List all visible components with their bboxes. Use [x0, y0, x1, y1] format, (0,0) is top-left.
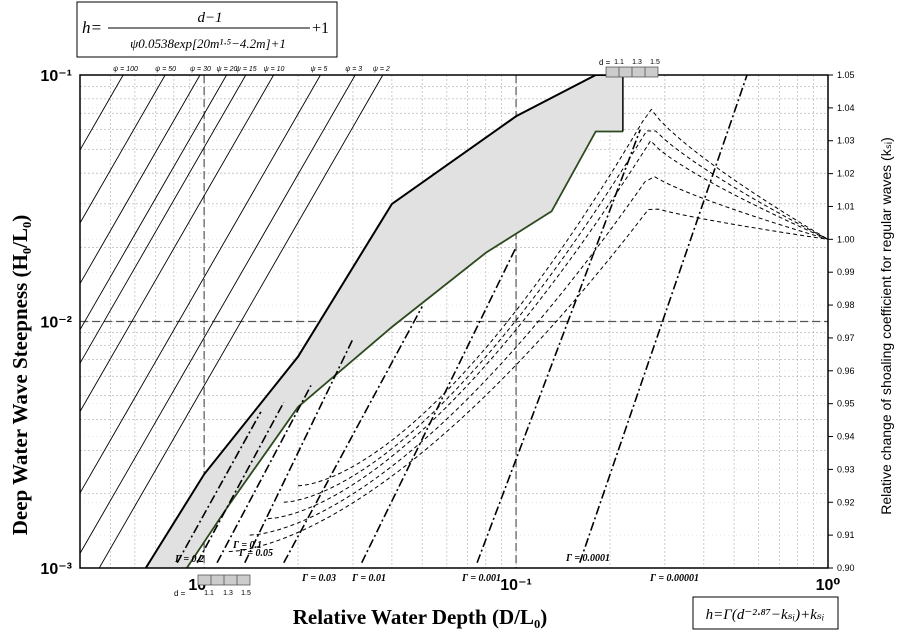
psi-label-0: ψ = 100: [113, 66, 138, 73]
gamma-label-7: Γ = 0.00001: [649, 573, 699, 584]
d-scale-bottom: d = 1.1 1.3 1.5: [174, 574, 251, 598]
gamma-label-2: Γ = 0.05: [238, 548, 273, 559]
y2-tick-label-0: 0.90: [837, 563, 855, 573]
psi-line-4: [80, 75, 247, 365]
psi-label-3: ψ = 20: [217, 66, 238, 73]
gamma-line-0: [176, 411, 262, 564]
y2-tick-label-8: 0.98: [837, 300, 855, 310]
y2-tick-label-5: 0.95: [837, 399, 855, 409]
psi-label-8: ψ = 2: [373, 66, 390, 73]
psi-lines: [80, 75, 384, 568]
psi-line-3: [80, 75, 227, 331]
d-scale-top-tick-0: 1.1: [614, 59, 624, 66]
psi-label-1: ψ = 50: [155, 66, 176, 73]
gamma-label-4: Γ = 0.01: [351, 573, 386, 584]
axes: [79, 74, 833, 569]
envelope-lower-line: [186, 130, 623, 568]
psi-label-7: ψ = 3: [345, 66, 362, 73]
d-scale-bottom-tick-2: 1.5: [241, 590, 251, 597]
psi-line-2: [80, 75, 201, 285]
gamma-line-1: [196, 401, 285, 564]
d-scale-bottom-label: d =: [174, 589, 186, 598]
gamma-label-6: Γ = 0.0001: [565, 553, 610, 564]
y2-tick-label-2: 0.92: [837, 497, 855, 507]
y2-axis-title: Relative change of shoaling coefficient …: [878, 137, 894, 515]
formula-bottom-text: h=Γ(d⁻²·⁸⁷−kₛᵢ)+kₛᵢ: [706, 607, 825, 623]
psi-line-5: [80, 75, 274, 413]
shoaling-curve-3: [283, 130, 828, 503]
formula-bottom: h=Γ(d⁻²·⁸⁷−kₛᵢ)+kₛᵢ: [692, 596, 839, 630]
x-tick-label-1: 10⁻¹: [500, 577, 532, 594]
gamma-label-5: Γ = 0.001: [461, 573, 501, 584]
gamma-line-4: [283, 306, 423, 564]
y2-tick-label-1: 0.91: [837, 530, 855, 540]
y2-tick-label-11: 1.01: [837, 201, 855, 211]
x-axis-title: Relative Water Depth (D/L₀): [293, 605, 548, 629]
d-scale-bottom-tick-1: 1.3: [223, 590, 233, 597]
gamma-label-3: Γ = 0.03: [301, 573, 336, 584]
envelope-upper-line: [144, 75, 623, 568]
gamma-line-5: [360, 246, 517, 564]
gamma-lines: [176, 75, 748, 564]
y2-tick-label-6: 0.96: [837, 366, 855, 376]
psi-line-6: [80, 75, 321, 494]
gamma-label-0: Γ = 0.2: [174, 554, 204, 565]
d-scale-top-label: d =: [599, 58, 611, 67]
formula-top: h= d−1 ψ0.0538exp[20m¹·⁵−4.2m]+1 +1: [76, 1, 338, 58]
y2-tick-label-12: 1.02: [837, 169, 855, 179]
psi-label-2: ψ = 30: [190, 66, 211, 73]
y2-tick-label-15: 1.05: [837, 70, 855, 80]
y-tick-label-1: 10⁻²: [40, 315, 72, 332]
labels: ψ = 100 ψ = 50 ψ = 30 ψ = 20ψ = 15 ψ = 10 ψ =…: [40, 66, 854, 594]
breaking-region: [144, 75, 624, 568]
psi-label-4: ψ = 15: [236, 66, 257, 73]
y2-tick-label-10: 1.00: [837, 234, 855, 244]
psi-line-8: [98, 75, 384, 568]
shoaling-curve-0: [228, 208, 828, 553]
formula-numerator: d−1: [197, 10, 222, 26]
shoaling-curve-1: [249, 176, 828, 536]
d-scale-top: d = 1.1 1.3 1.5: [599, 58, 660, 78]
plot-frame: [79, 74, 829, 569]
y-tick-label-0: 10⁻¹: [40, 68, 72, 85]
psi-line-1: [80, 75, 166, 224]
d-scale-top-tick-1: 1.3: [632, 59, 642, 66]
psi-label-6: ψ = 5: [310, 66, 327, 73]
breaking-region-fill: [145, 75, 623, 568]
gamma-label-1: Γ = 0.1: [232, 540, 262, 551]
d-scale-top-tick-2: 1.5: [650, 59, 660, 66]
gamma-line-7: [578, 75, 748, 564]
y2-tick-label-3: 0.93: [837, 464, 855, 474]
y2-tick-label-7: 0.97: [837, 333, 855, 343]
d-scale-bottom-tick-0: 1.1: [204, 590, 214, 597]
y-axis-title: Deep Water Wave Steepness (H₀/L₀): [8, 215, 32, 536]
shoaling-curves: [228, 108, 828, 553]
y2-tick-label-9: 0.99: [837, 267, 855, 277]
formula-denominator: ψ0.0538exp[20m¹·⁵−4.2m]+1: [130, 36, 286, 51]
formula-lhs: h=: [82, 18, 102, 37]
shoaling-curve-4: [297, 108, 828, 487]
y2-tick-label-4: 0.94: [837, 432, 855, 442]
y2-tick-label-14: 1.04: [837, 103, 855, 113]
gamma-line-3: [244, 338, 354, 564]
psi-label-5: ψ = 10: [264, 66, 285, 73]
y2-tick-label-13: 1.03: [837, 136, 855, 146]
y-tick-label-2: 10⁻³: [40, 561, 72, 578]
formula-tail: +1: [312, 20, 329, 37]
psi-line-7: [80, 75, 356, 555]
x-tick-label-2: 10⁰: [816, 577, 841, 594]
